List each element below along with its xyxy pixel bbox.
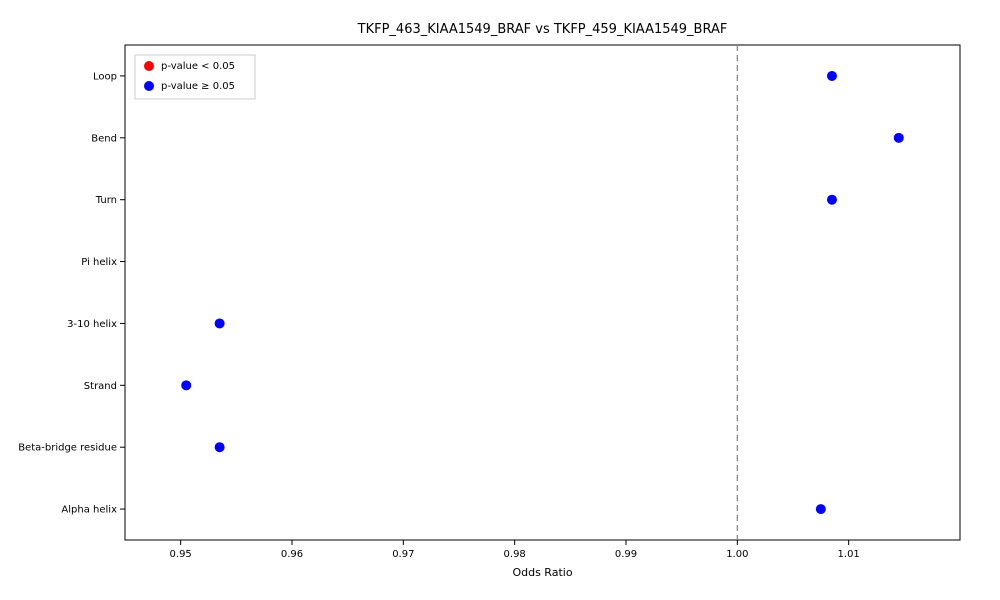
data-point — [894, 133, 904, 143]
y-tick-label: Beta-bridge residue — [18, 443, 117, 454]
y-tick-label: Turn — [95, 195, 117, 206]
y-tick-label: Alpha helix — [61, 505, 117, 516]
data-point — [215, 318, 225, 328]
x-tick-label: 1.00 — [726, 549, 748, 560]
odds-ratio-chart: 0.95 0.96 0.97 0.98 0.99 1.00 1.01 Alpha helix B… — [0, 0, 1000, 600]
y-tick-label: 3-10 helix — [67, 319, 117, 330]
legend-label: p-value ≥ 0.05 — [161, 81, 235, 92]
legend-marker — [144, 61, 154, 71]
data-point — [215, 442, 225, 452]
legend-label: p-value < 0.05 — [161, 61, 235, 72]
y-tick-label: Pi helix — [81, 257, 117, 268]
x-tick-label: 0.97 — [392, 549, 414, 560]
x-tick-label: 1.01 — [838, 549, 860, 560]
x-tick-label: 0.95 — [170, 549, 192, 560]
data-point — [827, 195, 837, 205]
x-tick-label: 0.96 — [281, 549, 303, 560]
data-point — [816, 504, 826, 514]
chart-title: TKFP_463_KIAA1549_BRAF vs TKFP_459_KIAA1… — [357, 22, 728, 37]
x-tick-label: 0.98 — [504, 549, 526, 560]
data-point — [181, 380, 191, 390]
x-tick-label: 0.99 — [615, 549, 637, 560]
x-axis-label: Odds Ratio — [512, 566, 572, 579]
legend-marker — [144, 81, 154, 91]
y-tick-label: Strand — [84, 381, 117, 392]
data-point — [827, 71, 837, 81]
y-tick-label: Bend — [91, 133, 117, 144]
y-tick-label: Loop — [93, 71, 117, 82]
